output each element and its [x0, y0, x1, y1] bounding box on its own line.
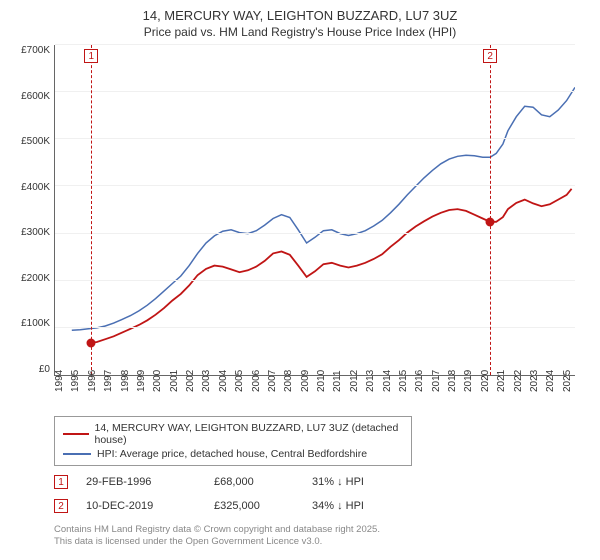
sale-diff: 31% ↓ HPI: [312, 476, 402, 488]
legend-label: 14, MERCURY WAY, LEIGHTON BUZZARD, LU7 3…: [95, 422, 404, 446]
gridline: [55, 138, 575, 139]
gridline: [55, 44, 575, 45]
y-tick-label: £500K: [10, 136, 50, 147]
footer-text: Contains HM Land Registry data © Crown c…: [54, 524, 590, 549]
legend-label: HPI: Average price, detached house, Cent…: [97, 448, 367, 460]
y-tick-label: £200K: [10, 273, 50, 284]
sale-price: £325,000: [214, 500, 294, 512]
footer-line: Contains HM Land Registry data © Crown c…: [54, 524, 590, 536]
legend-swatch: [63, 433, 89, 435]
x-tick-label: 2025: [562, 380, 596, 392]
y-tick-label: £100K: [10, 318, 50, 329]
sale-marker-box: 1: [84, 49, 98, 63]
y-tick-label: £300K: [10, 227, 50, 238]
chart-container: 14, MERCURY WAY, LEIGHTON BUZZARD, LU7 3…: [0, 0, 600, 555]
sale-index-box: 2: [54, 499, 68, 513]
footer-line: This data is licensed under the Open Gov…: [54, 536, 590, 548]
sale-diff: 34% ↓ HPI: [312, 500, 402, 512]
gridline: [55, 91, 575, 92]
sale-marker-line: [490, 45, 491, 375]
sale-row: 1 29-FEB-1996 £68,000 31% ↓ HPI: [54, 470, 590, 494]
legend-row: 14, MERCURY WAY, LEIGHTON BUZZARD, LU7 3…: [63, 421, 403, 447]
gridline: [55, 233, 575, 234]
sale-marker-dot: [87, 338, 96, 347]
sale-index-box: 1: [54, 475, 68, 489]
sale-price: £68,000: [214, 476, 294, 488]
chart-subtitle: Price paid vs. HM Land Registry's House …: [10, 25, 590, 39]
sale-marker-box: 2: [483, 49, 497, 63]
gridline: [55, 280, 575, 281]
legend-row: HPI: Average price, detached house, Cent…: [63, 447, 403, 461]
y-tick-label: £700K: [10, 45, 50, 56]
y-axis: £700K £600K £500K £400K £300K £200K £100K £0: [10, 45, 54, 375]
legend-box: 14, MERCURY WAY, LEIGHTON BUZZARD, LU7 3…: [54, 416, 412, 466]
sale-date: 29-FEB-1996: [86, 476, 196, 488]
y-tick-label: £400K: [10, 182, 50, 193]
plot-area: 12: [54, 45, 575, 376]
y-tick-label: £600K: [10, 91, 50, 102]
chart-row: £700K£600K£500K£400K£300K£200K£100K£0 12: [10, 45, 590, 376]
line-svg: [55, 45, 575, 375]
x-axis: 1994199519961997199819992000200120022003…: [54, 376, 574, 410]
legend-swatch: [63, 453, 91, 455]
series-price_paid: [91, 189, 571, 343]
gridline: [55, 185, 575, 186]
sale-marker-line: [91, 45, 92, 375]
sale-date: 10-DEC-2019: [86, 500, 196, 512]
series-hpi: [72, 87, 575, 330]
sale-marker-dot: [486, 217, 495, 226]
chart-title: 14, MERCURY WAY, LEIGHTON BUZZARD, LU7 3…: [10, 8, 590, 23]
gridline: [55, 327, 575, 328]
y-tick-label: £0: [10, 364, 50, 375]
sale-row: 2 10-DEC-2019 £325,000 34% ↓ HPI: [54, 494, 590, 518]
sales-list: 1 29-FEB-1996 £68,000 31% ↓ HPI 2 10-DEC-2019…: [54, 470, 590, 518]
